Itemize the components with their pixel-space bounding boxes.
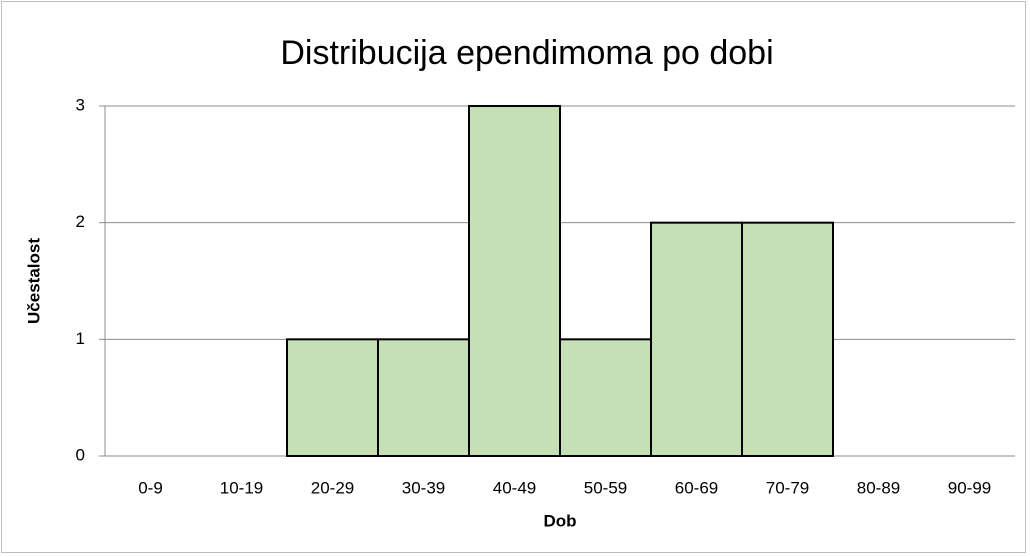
x-tick-label: 50-59 (584, 478, 627, 497)
y-tick-label: 3 (76, 95, 85, 114)
x-tick-label: 90-99 (948, 478, 991, 497)
x-axis-label: Dob (543, 511, 576, 530)
bar (377, 338, 470, 458)
x-tick-label: 0-9 (138, 478, 163, 497)
y-tick-label: 0 (76, 445, 85, 464)
x-tick-label: 40-49 (493, 478, 536, 497)
bar (286, 338, 379, 458)
bar (741, 221, 834, 457)
y-tick-label: 2 (76, 212, 85, 231)
bar (650, 221, 743, 457)
y-axis-label: Učestalost (24, 238, 43, 324)
x-tick-label: 60-69 (675, 478, 718, 497)
bar (559, 338, 652, 458)
x-tick-label: 30-39 (402, 478, 445, 497)
bar (468, 105, 561, 457)
y-tick-label: 1 (76, 329, 85, 348)
x-tick-label: 70-79 (766, 478, 809, 497)
x-tick-label: 10-19 (220, 478, 263, 497)
chart-title: Distribucija ependimoma po dobi (280, 34, 773, 72)
x-tick-label: 20-29 (311, 478, 354, 497)
x-tick-label: 80-89 (857, 478, 900, 497)
